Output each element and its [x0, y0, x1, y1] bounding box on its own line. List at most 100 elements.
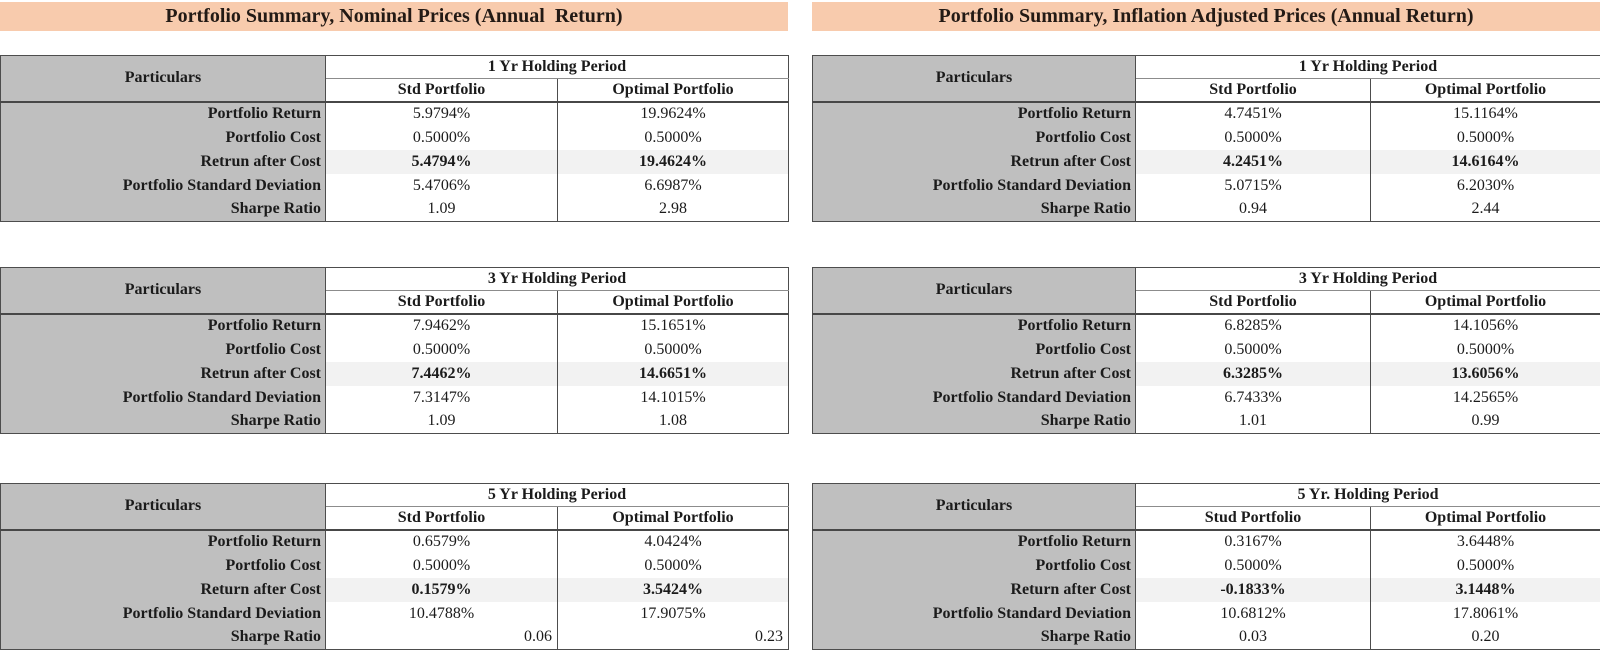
std-portfolio-value: 0.03 — [1135, 625, 1371, 650]
std-portfolio-header: Std Portfolio — [325, 290, 558, 315]
row-label: Portfolio Return — [812, 101, 1136, 126]
std-portfolio-value: 0.5000% — [1135, 337, 1371, 362]
table-row: Portfolio Return 5.9794% 19.9624% — [0, 101, 789, 126]
optimal-portfolio-value: 0.5000% — [1369, 553, 1600, 578]
std-portfolio-value: 6.3285% — [1135, 361, 1371, 386]
row-label: Retrun after Cost — [0, 361, 326, 386]
row-label: Portfolio Standard Deviation — [812, 385, 1136, 410]
holding-period-header: 3 Yr Holding Period — [324, 267, 790, 291]
row-label: Return after Cost — [812, 577, 1136, 602]
holding-period-header: 1 Yr Holding Period — [1134, 55, 1600, 79]
table-row-return-after-cost: Return after Cost -0.1833% 3.1448% — [812, 577, 1600, 602]
table-row: Portfolio Cost 0.5000% 0.5000% — [0, 553, 789, 578]
row-label: Portfolio Return — [0, 529, 326, 554]
table-header-row: Particulars 5 Yr Holding Period — [0, 483, 790, 531]
table-row: Portfolio Standard Deviation 10.4788% 17.9… — [0, 601, 789, 626]
std-portfolio-header: Stud Portfolio — [1135, 506, 1371, 531]
inflation-3yr-table: Particulars 3 Yr Holding Period Std Port… — [812, 267, 1600, 434]
row-label: Portfolio Return — [0, 313, 326, 338]
optimal-portfolio-value: 0.5000% — [1369, 125, 1600, 150]
table-row: Portfolio Cost 0.5000% 0.5000% — [812, 553, 1600, 578]
optimal-portfolio-header: Optimal Portfolio — [1369, 506, 1600, 531]
std-portfolio-value: 0.3167% — [1135, 529, 1371, 554]
optimal-portfolio-value: 13.6056% — [1369, 361, 1600, 386]
optimal-portfolio-value: 19.9624% — [556, 101, 789, 126]
std-portfolio-value: 10.6812% — [1135, 601, 1371, 626]
optimal-portfolio-value: 1.08 — [556, 409, 789, 434]
table-row: Sharpe Ratio 1.01 0.99 — [812, 409, 1600, 434]
row-label: Portfolio Standard Deviation — [812, 601, 1136, 626]
optimal-portfolio-value: 6.6987% — [556, 173, 789, 198]
table-subheader-row: Std Portfolio Optimal Portfolio — [1, 290, 790, 315]
optimal-portfolio-header: Optimal Portfolio — [556, 290, 790, 315]
std-portfolio-value: 5.4794% — [325, 149, 558, 174]
holding-period-header: 5 Yr Holding Period — [324, 483, 790, 507]
row-label: Portfolio Cost — [0, 337, 326, 362]
particulars-header: Particulars — [812, 483, 1136, 531]
optimal-portfolio-value: 3.1448% — [1369, 577, 1600, 602]
optimal-portfolio-header: Optimal Portfolio — [556, 506, 790, 531]
table-header-row: Particulars 3 Yr Holding Period — [0, 267, 790, 315]
table-row: Portfolio Cost 0.5000% 0.5000% — [0, 125, 789, 150]
row-label: Portfolio Return — [0, 101, 326, 126]
table-header-row: Particulars 3 Yr Holding Period — [812, 267, 1600, 315]
row-label: Portfolio Standard Deviation — [0, 601, 326, 626]
optimal-portfolio-value: 0.5000% — [556, 125, 789, 150]
nominal-summary-section: Portfolio Summary, Nominal Prices (Annua… — [0, 0, 790, 650]
std-portfolio-header: Std Portfolio — [1135, 290, 1371, 315]
table-row: Sharpe Ratio 1.09 2.98 — [0, 197, 789, 222]
table-row-return-after-cost: Return after Cost 0.1579% 3.5424% — [0, 577, 789, 602]
row-label: Portfolio Cost — [812, 337, 1136, 362]
inflation-1yr-table: Particulars 1 Yr Holding Period Std Port… — [812, 55, 1600, 222]
optimal-portfolio-value: 3.5424% — [556, 577, 789, 602]
optimal-portfolio-value: 0.23 — [556, 625, 789, 650]
std-portfolio-value: 6.7433% — [1135, 385, 1371, 410]
optimal-portfolio-value: 15.1651% — [556, 313, 789, 338]
row-label: Sharpe Ratio — [812, 409, 1136, 434]
table-row: Sharpe Ratio 1.09 1.08 — [0, 409, 789, 434]
std-portfolio-value: 0.06 — [325, 625, 558, 650]
std-portfolio-value: 5.4706% — [325, 173, 558, 198]
optimal-portfolio-value: 14.1015% — [556, 385, 789, 410]
table-row: Portfolio Standard Deviation 10.6812% 17.8… — [812, 601, 1600, 626]
std-portfolio-value: 5.0715% — [1135, 173, 1371, 198]
row-label: Sharpe Ratio — [0, 409, 326, 434]
row-label: Sharpe Ratio — [812, 625, 1136, 650]
table-header-row: Particulars 1 Yr Holding Period — [812, 55, 1600, 103]
inflation-5yr-table: Particulars 5 Yr. Holding Period Stud Po… — [812, 483, 1600, 650]
table-row: Portfolio Standard Deviation 5.0715% 6.203… — [812, 173, 1600, 198]
optimal-portfolio-value: 6.2030% — [1369, 173, 1600, 198]
std-portfolio-value: 5.9794% — [325, 101, 558, 126]
table-row-return-after-cost: Retrun after Cost 4.2451% 14.6164% — [812, 149, 1600, 174]
table-subheader-row: Std Portfolio Optimal Portfolio — [1, 506, 790, 531]
std-portfolio-value: 4.7451% — [1135, 101, 1371, 126]
row-label: Portfolio Return — [812, 313, 1136, 338]
std-portfolio-value: 0.5000% — [325, 125, 558, 150]
holding-period-header: 5 Yr. Holding Period — [1134, 483, 1600, 507]
table-row: Portfolio Return 0.3167% 3.6448% — [812, 529, 1600, 554]
row-label: Portfolio Return — [812, 529, 1136, 554]
std-portfolio-value: -0.1833% — [1135, 577, 1371, 602]
optimal-portfolio-value: 0.5000% — [556, 553, 789, 578]
row-label: Portfolio Cost — [0, 553, 326, 578]
optimal-portfolio-header: Optimal Portfolio — [1369, 78, 1600, 103]
std-portfolio-value: 0.6579% — [325, 529, 558, 554]
table-header-row: Particulars 5 Yr. Holding Period — [812, 483, 1600, 531]
table-row: Portfolio Cost 0.5000% 0.5000% — [812, 125, 1600, 150]
nominal-3yr-table: Particulars 3 Yr Holding Period Std Port… — [0, 267, 790, 434]
particulars-header: Particulars — [812, 55, 1136, 103]
optimal-portfolio-value: 14.2565% — [1369, 385, 1600, 410]
row-label: Retrun after Cost — [812, 361, 1136, 386]
std-portfolio-value: 0.5000% — [1135, 125, 1371, 150]
std-portfolio-value: 7.3147% — [325, 385, 558, 410]
particulars-header: Particulars — [0, 267, 326, 315]
optimal-portfolio-value: 0.5000% — [1369, 337, 1600, 362]
table-subheader-row: Std Portfolio Optimal Portfolio — [1, 78, 790, 103]
std-portfolio-value: 0.1579% — [325, 577, 558, 602]
particulars-header: Particulars — [0, 483, 326, 531]
optimal-portfolio-value: 19.4624% — [556, 149, 789, 174]
std-portfolio-value: 0.5000% — [325, 337, 558, 362]
std-portfolio-header: Std Portfolio — [325, 506, 558, 531]
row-label: Retrun after Cost — [812, 149, 1136, 174]
